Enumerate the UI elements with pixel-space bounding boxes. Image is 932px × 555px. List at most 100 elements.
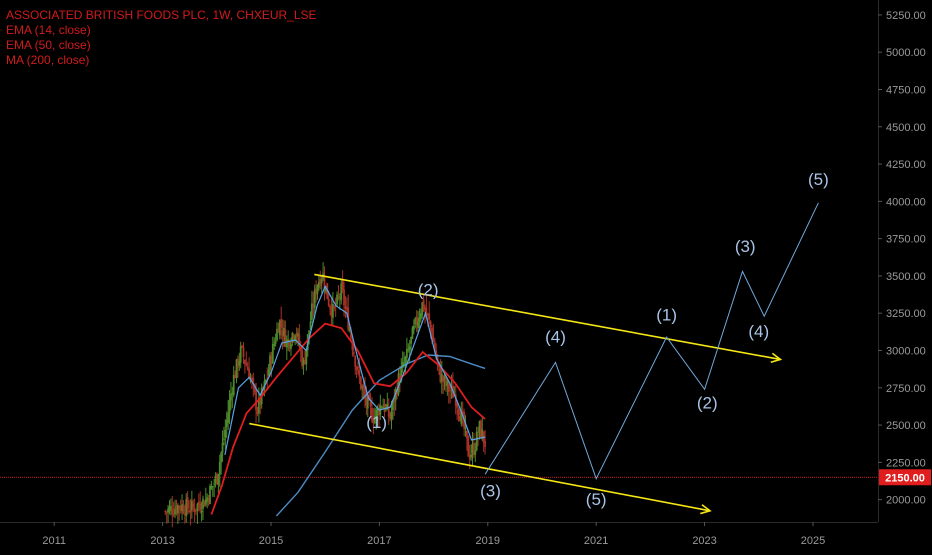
candle-body xyxy=(183,513,186,516)
x-tick-label: 2023 xyxy=(692,535,716,547)
candle-body xyxy=(364,389,366,399)
candle-body xyxy=(190,500,193,511)
trendline-1 xyxy=(314,273,781,361)
candle-body xyxy=(454,394,457,406)
candle-body xyxy=(331,303,334,318)
candle-body xyxy=(301,350,304,367)
candle-body xyxy=(308,330,311,334)
candle-body xyxy=(239,346,242,363)
candle-body xyxy=(371,407,373,422)
candle-body xyxy=(478,421,481,434)
candle-body xyxy=(396,390,398,395)
wave-label: (5) xyxy=(586,490,607,509)
candle-body xyxy=(354,356,357,367)
candle-body xyxy=(380,407,383,409)
candle-body xyxy=(217,474,220,486)
candle-body xyxy=(352,352,355,355)
candle-body xyxy=(464,427,467,429)
candle-body xyxy=(245,363,248,366)
legend-ema14: EMA (14, close) xyxy=(6,23,91,37)
candle-body xyxy=(267,369,270,376)
candle-body xyxy=(281,330,284,337)
candle-body xyxy=(277,328,280,333)
candle-body xyxy=(468,455,471,460)
candle-body xyxy=(330,308,333,317)
candle-body xyxy=(368,394,371,401)
candle-body xyxy=(340,283,343,301)
candle-body xyxy=(167,508,169,513)
x-tick-label: 2025 xyxy=(801,535,825,547)
candle-body xyxy=(417,321,419,329)
trendline-2 xyxy=(249,422,711,512)
candle-body xyxy=(168,506,171,512)
candle-body xyxy=(311,303,313,320)
candle-body xyxy=(359,376,362,389)
candle-body xyxy=(256,411,259,415)
candle-body xyxy=(343,289,345,306)
candle-body xyxy=(257,397,260,414)
candle-body xyxy=(200,511,203,513)
candle-body xyxy=(319,279,322,287)
candle-body xyxy=(412,325,415,331)
trendline-arrowhead xyxy=(770,352,783,364)
x-tick-label: 2019 xyxy=(476,535,500,547)
candle-body xyxy=(228,400,231,414)
candle-body xyxy=(421,302,424,316)
candle-body xyxy=(234,374,237,379)
candle-body xyxy=(221,442,224,453)
wave-label: (2) xyxy=(697,394,718,413)
candle-body xyxy=(442,376,445,382)
trendline-arrowhead xyxy=(700,504,712,515)
candle-body xyxy=(271,343,274,364)
candle-body xyxy=(357,367,359,369)
candle-body xyxy=(431,327,433,340)
y-tick-label: 4250.00 xyxy=(886,159,926,171)
candle-body xyxy=(439,368,442,382)
candle-body xyxy=(419,313,422,320)
candle-body xyxy=(232,374,235,396)
y-tick-label: 2500.00 xyxy=(886,420,926,432)
candle-body xyxy=(204,499,207,505)
wave-label: (3) xyxy=(735,237,756,256)
candle-body xyxy=(400,367,403,382)
candle-body xyxy=(429,321,432,327)
candle-body xyxy=(243,359,246,364)
candle-body xyxy=(230,393,232,401)
candle-body xyxy=(176,505,179,514)
candle-body xyxy=(207,498,210,502)
candle-body xyxy=(350,330,352,339)
candle-body xyxy=(164,511,167,513)
candle-body xyxy=(238,360,241,366)
candle-body xyxy=(295,333,298,337)
candle-body xyxy=(253,384,256,393)
candle-body xyxy=(202,498,204,509)
candle-body xyxy=(218,461,221,475)
candle-body xyxy=(185,499,188,517)
candle-body xyxy=(338,297,341,299)
candle-body xyxy=(456,403,459,408)
candle-body xyxy=(283,327,285,335)
candle-body xyxy=(372,419,375,424)
candle-body xyxy=(401,362,404,368)
candle-body xyxy=(189,510,192,513)
candle-body xyxy=(318,281,320,288)
x-tick-label: 2013 xyxy=(150,535,174,547)
y-tick-label: 2750.00 xyxy=(886,383,926,395)
candle-body xyxy=(378,409,380,416)
candle-body xyxy=(329,305,331,309)
candle-body xyxy=(266,377,269,379)
candle-body xyxy=(223,438,225,440)
candle-body xyxy=(214,475,217,483)
candle-body xyxy=(481,429,484,440)
candle-body xyxy=(216,473,218,484)
candle-body xyxy=(188,510,190,513)
candle-body xyxy=(466,430,468,439)
candle-body xyxy=(169,506,172,509)
candle-body xyxy=(407,349,410,351)
candle-body xyxy=(280,319,283,328)
candle-body xyxy=(389,413,392,419)
candle-body xyxy=(397,373,400,395)
current-price-tag xyxy=(879,469,931,486)
